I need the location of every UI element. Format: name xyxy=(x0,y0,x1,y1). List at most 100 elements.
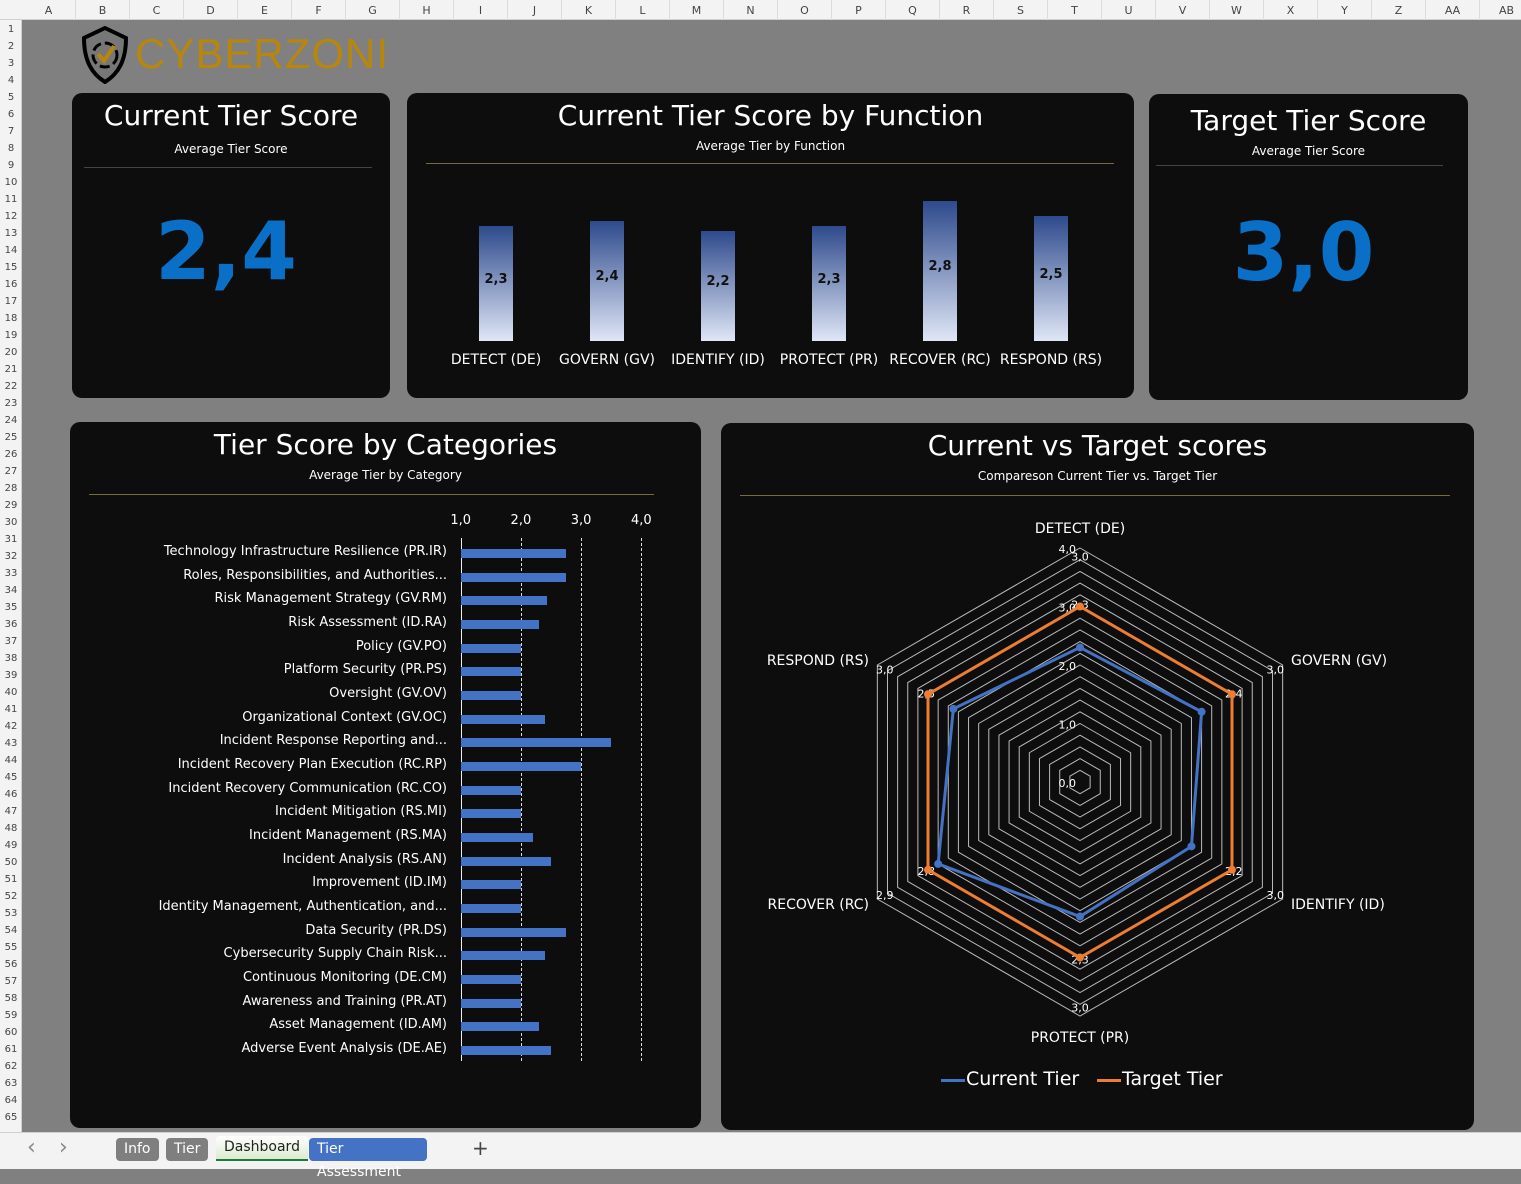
row-header-cell[interactable]: 10 xyxy=(4,177,18,188)
row-header-cell[interactable]: 65 xyxy=(4,1112,18,1123)
row-header-cell[interactable]: 47 xyxy=(4,806,18,817)
row-header-cell[interactable]: 57 xyxy=(4,976,18,987)
column-header-cell[interactable]: S xyxy=(994,0,1048,20)
row-header-cell[interactable]: 6 xyxy=(7,109,15,120)
column-header-cell[interactable]: M xyxy=(670,0,724,20)
row-header-cell[interactable]: 50 xyxy=(4,857,18,868)
column-header-cell[interactable]: Z xyxy=(1372,0,1426,20)
row-header-cell[interactable]: 20 xyxy=(4,347,18,358)
column-header-cell[interactable]: K xyxy=(562,0,616,20)
row-header-cell[interactable]: 36 xyxy=(4,619,18,630)
row-header-cell[interactable]: 17 xyxy=(4,296,18,307)
prev-sheet-button[interactable]: ‹ xyxy=(27,1135,36,1160)
row-header-cell[interactable]: 53 xyxy=(4,908,18,919)
row-header-cell[interactable]: 34 xyxy=(4,585,18,596)
row-header-cell[interactable]: 15 xyxy=(4,262,18,273)
tab-tier[interactable]: Tier xyxy=(166,1138,209,1161)
row-header-cell[interactable]: 16 xyxy=(4,279,18,290)
row-header-cell[interactable]: 11 xyxy=(4,194,18,205)
add-sheet-button[interactable]: + xyxy=(472,1136,489,1160)
row-header-cell[interactable]: 41 xyxy=(4,704,18,715)
column-header-cell[interactable]: X xyxy=(1264,0,1318,20)
row-header-cell[interactable]: 60 xyxy=(4,1027,18,1038)
row-header-cell[interactable]: 54 xyxy=(4,925,18,936)
column-header-cell[interactable]: F xyxy=(292,0,346,20)
column-header-cell[interactable]: R xyxy=(940,0,994,20)
row-header-cell[interactable]: 1 xyxy=(7,24,15,35)
column-header-cell[interactable]: G xyxy=(346,0,400,20)
row-header-cell[interactable]: 23 xyxy=(4,398,18,409)
column-header-cell[interactable]: V xyxy=(1156,0,1210,20)
row-header-cell[interactable]: 37 xyxy=(4,636,18,647)
row-header-cell[interactable]: 14 xyxy=(4,245,18,256)
column-header-cell[interactable]: H xyxy=(400,0,454,20)
tab-tier-assessment[interactable]: Tier Assessment xyxy=(309,1138,427,1180)
column-header-cell[interactable]: Y xyxy=(1318,0,1372,20)
row-header-cell[interactable]: 28 xyxy=(4,483,18,494)
row-header-cell[interactable]: 59 xyxy=(4,1010,18,1021)
row-header-cell[interactable]: 7 xyxy=(7,126,15,137)
column-header-cell[interactable]: O xyxy=(778,0,832,20)
row-header-cell[interactable]: 48 xyxy=(4,823,18,834)
row-header-cell[interactable]: 18 xyxy=(4,313,18,324)
row-header-cell[interactable]: 51 xyxy=(4,874,18,885)
column-header-cell[interactable]: J xyxy=(508,0,562,20)
row-header-cell[interactable]: 4 xyxy=(7,75,15,86)
column-header-cell[interactable]: B xyxy=(76,0,130,20)
row-header-cell[interactable]: 43 xyxy=(4,738,18,749)
row-header-cell[interactable]: 32 xyxy=(4,551,18,562)
row-header-cell[interactable]: 58 xyxy=(4,993,18,1004)
row-header-cell[interactable]: 44 xyxy=(4,755,18,766)
row-header-cell[interactable]: 33 xyxy=(4,568,18,579)
row-header-cell[interactable]: 61 xyxy=(4,1044,18,1055)
row-header-cell[interactable]: 24 xyxy=(4,415,18,426)
row-header-cell[interactable]: 56 xyxy=(4,959,18,970)
column-header-cell[interactable]: E xyxy=(238,0,292,20)
row-header-cell[interactable]: 25 xyxy=(4,432,18,443)
row-header-cell[interactable]: 8 xyxy=(7,143,15,154)
next-sheet-button[interactable]: › xyxy=(59,1135,68,1160)
row-header-cell[interactable]: 9 xyxy=(7,160,15,171)
row-header-cell[interactable]: 30 xyxy=(4,517,18,528)
row-header-cell[interactable]: 2 xyxy=(7,41,15,52)
row-header-cell[interactable]: 42 xyxy=(4,721,18,732)
tab-info[interactable]: Info xyxy=(116,1138,159,1161)
row-header-cell[interactable]: 21 xyxy=(4,364,18,375)
row-header-cell[interactable]: 62 xyxy=(4,1061,18,1072)
row-header-cell[interactable]: 64 xyxy=(4,1095,18,1106)
row-header-cell[interactable]: 45 xyxy=(4,772,18,783)
row-header-cell[interactable]: 19 xyxy=(4,330,18,341)
column-header-cell[interactable]: I xyxy=(454,0,508,20)
row-header-cell[interactable]: 38 xyxy=(4,653,18,664)
column-header-cell[interactable]: P xyxy=(832,0,886,20)
column-header-cell[interactable]: C xyxy=(130,0,184,20)
column-header-cell[interactable]: AA xyxy=(1426,0,1480,20)
row-header-cell[interactable]: 27 xyxy=(4,466,18,477)
row-header-cell[interactable]: 63 xyxy=(4,1078,18,1089)
tab-dashboard[interactable]: Dashboard xyxy=(216,1136,308,1161)
column-header-cell[interactable]: W xyxy=(1210,0,1264,20)
row-header-cell[interactable]: 22 xyxy=(4,381,18,392)
row-header-cell[interactable]: 35 xyxy=(4,602,18,613)
column-header-cell[interactable]: U xyxy=(1102,0,1156,20)
row-header-cell[interactable]: 3 xyxy=(7,58,15,69)
row-header-cell[interactable]: 39 xyxy=(4,670,18,681)
row-header-cell[interactable]: 29 xyxy=(4,500,18,511)
column-header-cell[interactable]: AB xyxy=(1480,0,1521,20)
column-header-cell[interactable]: N xyxy=(724,0,778,20)
column-header-cell[interactable]: A xyxy=(22,0,76,20)
column-header-cell[interactable]: D xyxy=(184,0,238,20)
row-header-cell[interactable]: 46 xyxy=(4,789,18,800)
row-header-cell[interactable]: 12 xyxy=(4,211,18,222)
row-header-cell[interactable]: 5 xyxy=(7,92,15,103)
column-header-cell[interactable]: Q xyxy=(886,0,940,20)
row-header-cell[interactable]: 26 xyxy=(4,449,18,460)
row-header-cell[interactable]: 49 xyxy=(4,840,18,851)
row-header-cell[interactable]: 13 xyxy=(4,228,18,239)
column-header-cell[interactable]: T xyxy=(1048,0,1102,20)
row-header-cell[interactable]: 55 xyxy=(4,942,18,953)
row-header-cell[interactable]: 40 xyxy=(4,687,18,698)
column-header-cell[interactable]: L xyxy=(616,0,670,20)
row-header-cell[interactable]: 31 xyxy=(4,534,18,545)
row-header-cell[interactable]: 52 xyxy=(4,891,18,902)
